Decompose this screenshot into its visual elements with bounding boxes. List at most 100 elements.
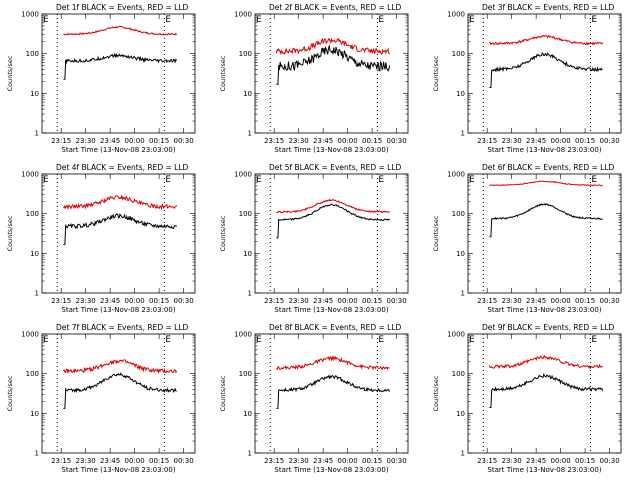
event-marker-label: E xyxy=(256,15,262,25)
y-axis-label: Counts/sec xyxy=(432,375,440,411)
y-tick-label: 10 xyxy=(243,90,252,98)
y-tick-label: 1 xyxy=(35,130,39,138)
x-tick-label: 23:15 xyxy=(264,457,284,465)
event-marker-label: E xyxy=(378,175,384,185)
x-tick-label: 00:30 xyxy=(173,297,193,305)
x-tick-label: 00:15 xyxy=(362,297,382,305)
x-tick-label: 23:45 xyxy=(526,297,546,305)
event-marker-label: E xyxy=(591,175,597,185)
y-tick-label: 1 xyxy=(461,450,465,458)
plot-frame xyxy=(254,13,409,134)
y-tick-label: 1000 xyxy=(21,11,39,19)
series-lld-line xyxy=(489,180,603,187)
y-tick-label: 1 xyxy=(248,450,252,458)
x-axis-label: Start Time (13-Nov-08 23:03:00) xyxy=(61,466,175,474)
x-axis-label: Start Time (13-Nov-08 23:03:00) xyxy=(487,146,601,154)
y-tick-label: 100 xyxy=(239,370,252,378)
series-events-line xyxy=(276,203,390,239)
y-tick-label: 10 xyxy=(30,410,39,418)
event-marker-label: E xyxy=(43,15,49,25)
x-tick-label: 23:30 xyxy=(502,137,522,145)
y-tick-label: 1000 xyxy=(234,171,252,179)
plot-frame xyxy=(467,13,622,134)
x-tick-label: 00:15 xyxy=(362,137,382,145)
x-tick-label: 00:15 xyxy=(575,297,595,305)
y-tick-label: 1000 xyxy=(234,11,252,19)
x-tick-label: 00:30 xyxy=(173,137,193,145)
y-axis-label: Counts/sec xyxy=(219,375,227,411)
y-tick-label: 1000 xyxy=(21,171,39,179)
event-marker-label: E xyxy=(43,175,49,185)
x-tick-label: 23:45 xyxy=(100,137,120,145)
plot-frame xyxy=(467,173,622,294)
plot-frame xyxy=(41,13,196,134)
y-tick-label: 1 xyxy=(461,130,465,138)
x-tick-label: 23:30 xyxy=(76,297,96,305)
event-marker-label: E xyxy=(469,15,475,25)
x-tick-label: 23:30 xyxy=(289,137,309,145)
plot-frame xyxy=(41,333,196,454)
series-events-line xyxy=(63,372,177,409)
x-tick-label: 23:15 xyxy=(51,457,71,465)
event-marker-label: E xyxy=(256,335,262,345)
x-tick-label: 00:15 xyxy=(149,457,169,465)
y-axis-label: Counts/sec xyxy=(432,215,440,251)
x-tick-label: 23:45 xyxy=(313,137,333,145)
x-tick-label: 23:15 xyxy=(477,297,497,305)
y-tick-label: 100 xyxy=(26,210,39,218)
event-marker-label: E xyxy=(165,175,171,185)
x-tick-label: 23:15 xyxy=(264,297,284,305)
chart-title: Det 2f BLACK = Events, RED = LLD xyxy=(269,3,402,12)
plot-frame xyxy=(467,333,622,454)
event-marker-label: E xyxy=(43,335,49,345)
x-tick-label: 00:00 xyxy=(338,137,358,145)
y-tick-label: 10 xyxy=(243,410,252,418)
x-tick-label: 23:15 xyxy=(51,297,71,305)
event-marker-label: E xyxy=(256,175,262,185)
event-marker-label: E xyxy=(378,335,384,345)
series-lld-line xyxy=(276,355,390,371)
series-lld-line xyxy=(63,25,178,36)
x-tick-label: 00:30 xyxy=(599,137,619,145)
y-tick-label: 1000 xyxy=(21,331,39,339)
chart-panel-7: Det 7f BLACK = Events, RED = LLD 1 10 100 10… xyxy=(6,323,196,474)
y-tick-label: 10 xyxy=(30,250,39,258)
x-axis-label: Start Time (13-Nov-08 23:03:00) xyxy=(61,306,175,314)
chart-panel-6: Det 6f BLACK = Events, RED = LLD 1 10 100 10… xyxy=(432,163,622,314)
event-marker-label: E xyxy=(591,15,597,25)
y-axis-label: Counts/sec xyxy=(432,55,440,91)
series-lld-line xyxy=(62,194,178,211)
event-marker-label: E xyxy=(165,15,171,25)
x-axis-label: Start Time (13-Nov-08 23:03:00) xyxy=(274,306,388,314)
y-tick-label: 100 xyxy=(239,210,252,218)
series-events-line xyxy=(489,372,604,408)
x-tick-label: 00:30 xyxy=(386,297,406,305)
chart-panel-2: Det 2f BLACK = Events, RED = LLD 1 10 100 10… xyxy=(219,3,409,154)
plot-frame xyxy=(254,333,409,454)
chart-title: Det 9f BLACK = Events, RED = LLD xyxy=(482,323,615,332)
series-lld-line xyxy=(488,354,603,370)
x-tick-label: 23:45 xyxy=(100,457,120,465)
series-lld-line xyxy=(63,359,178,375)
y-tick-label: 100 xyxy=(239,50,252,58)
x-tick-label: 00:00 xyxy=(125,137,145,145)
x-tick-label: 00:00 xyxy=(551,297,571,305)
x-tick-label: 23:15 xyxy=(51,137,71,145)
y-tick-label: 1 xyxy=(35,450,39,458)
series-lld-line xyxy=(276,198,390,214)
x-axis-label: Start Time (13-Nov-08 23:03:00) xyxy=(274,466,388,474)
x-tick-label: 00:00 xyxy=(551,137,571,145)
x-tick-label: 23:15 xyxy=(264,137,284,145)
y-tick-label: 1 xyxy=(461,290,465,298)
x-tick-label: 00:15 xyxy=(362,457,382,465)
y-tick-label: 10 xyxy=(456,90,465,98)
y-tick-label: 10 xyxy=(243,250,252,258)
x-tick-label: 00:30 xyxy=(599,297,619,305)
x-tick-label: 00:15 xyxy=(575,457,595,465)
plot-frame xyxy=(254,173,409,294)
x-tick-label: 23:30 xyxy=(502,297,522,305)
chart-title: Det 1f BLACK = Events, RED = LLD xyxy=(56,3,189,12)
event-marker-label: E xyxy=(378,15,384,25)
series-lld-line xyxy=(489,34,604,46)
